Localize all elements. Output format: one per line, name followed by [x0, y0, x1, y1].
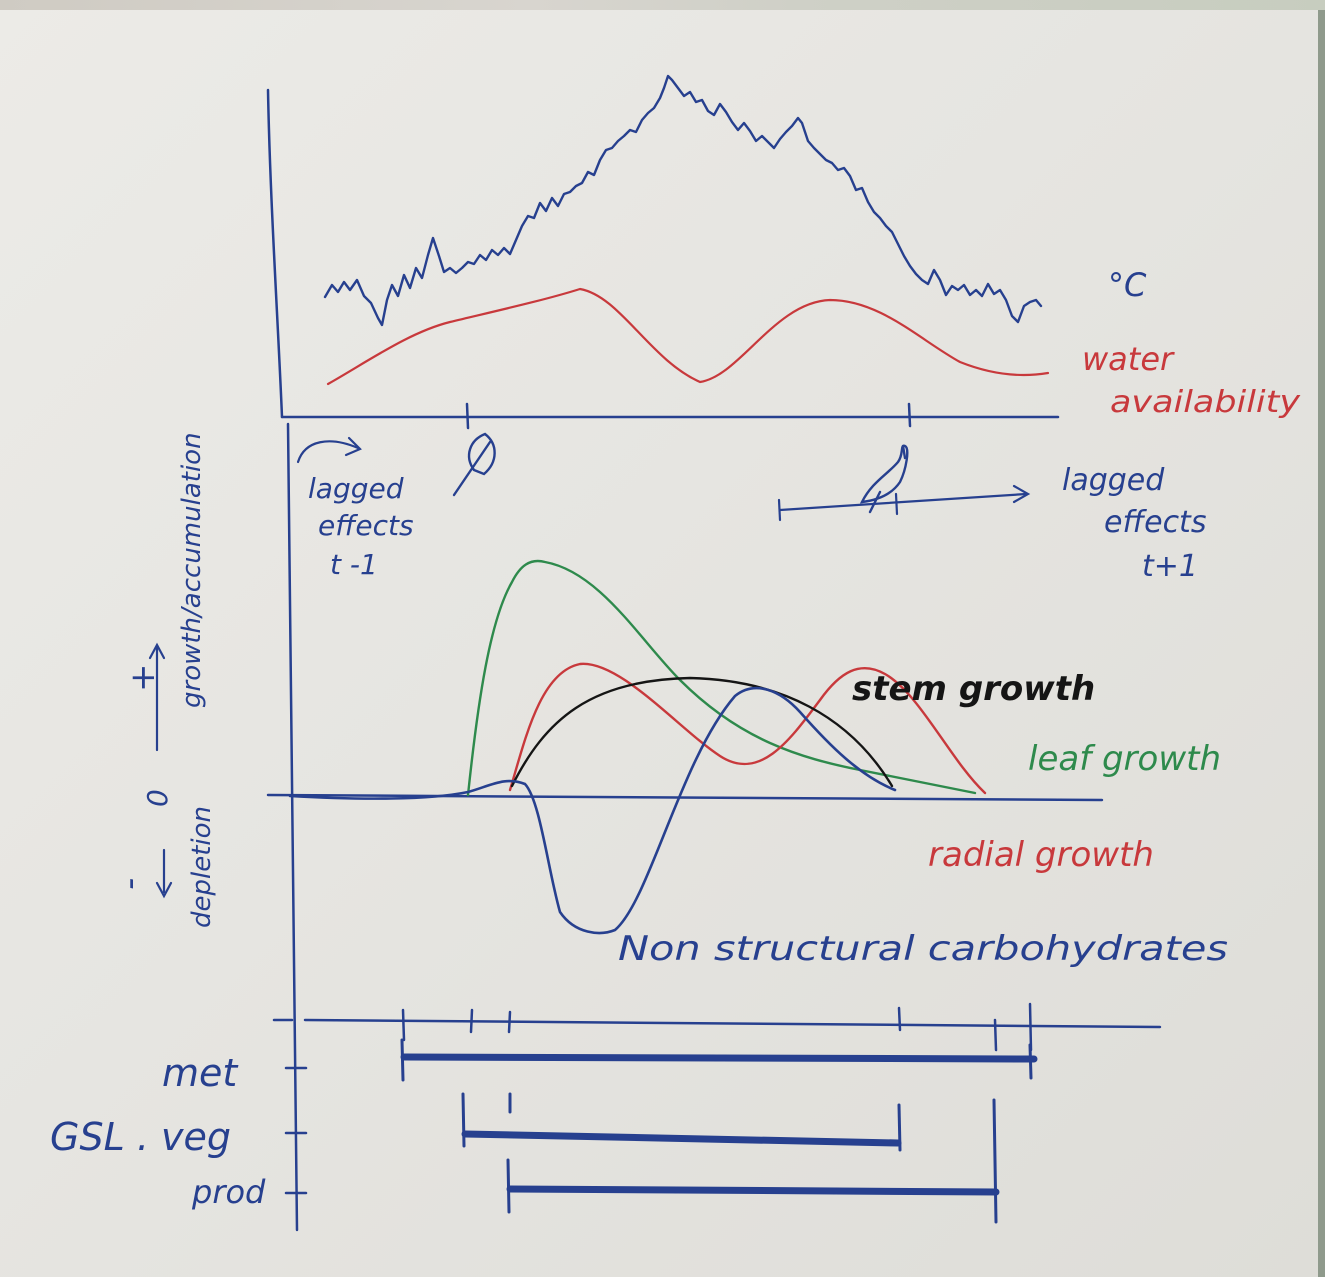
top-y-axis [266, 88, 284, 419]
met-bar-start [400, 1038, 405, 1082]
timeline-tick-4 [897, 1006, 902, 1032]
timeline-tick-5 [993, 1018, 998, 1052]
leaf-growth-label: leaf growth [1028, 739, 1221, 779]
gsl-bar [461, 1130, 902, 1147]
stem-growth-label: stem growth [852, 669, 1095, 709]
water-availability-line [326, 287, 1050, 386]
lagged-right-label-3: t+1 [1142, 549, 1198, 584]
top-tick-right [907, 402, 912, 428]
gsl-bar-end [897, 1103, 902, 1152]
bottom-y-axis [286, 422, 299, 1232]
top-tick-left [465, 402, 470, 430]
nsc-curve [288, 686, 897, 935]
lagged-right-label-1: lagged [1062, 463, 1165, 498]
lagged-left-arrow [296, 436, 362, 464]
radial-growth-curve [508, 662, 987, 795]
lagged-left-label-1: lagged [308, 472, 404, 505]
y-axis-growth-label: growth/accumulation [177, 432, 207, 708]
met-bar-end [1028, 1043, 1033, 1080]
gsl-veg-label: GSL . veg [50, 1115, 231, 1159]
prod-bar-start [506, 1158, 511, 1214]
lagged-right-arrow [777, 484, 1031, 522]
timeline-tick-3 [507, 1010, 512, 1034]
season-bars [400, 1038, 1038, 1224]
bird-icon [859, 444, 909, 514]
temperature-line [323, 74, 1043, 327]
radial-growth-label: radial growth [928, 835, 1154, 875]
lagged-left-label-2: effects [318, 509, 414, 542]
stem-growth-curve [510, 676, 894, 788]
water-label-line2: availability [1110, 385, 1301, 420]
nsc-label: Non structural carbohydrates [618, 929, 1228, 969]
met-bar [400, 1053, 1038, 1063]
zero-line [266, 793, 1104, 802]
temperature-unit-label: °C [1108, 266, 1147, 304]
timeline-tick-1 [401, 1008, 406, 1042]
prod-label: prod [191, 1173, 266, 1211]
y-axis-minus: - [110, 878, 150, 890]
lagged-left-label-3: t -1 [330, 548, 378, 581]
y-axis-plus: + [123, 664, 163, 693]
y-axis-arrows [148, 642, 173, 899]
y-axis-zero: 0 [141, 789, 174, 807]
timeline-tick-2 [469, 1008, 474, 1034]
paper-top-edge [0, 0, 1325, 10]
bottom-panel-axes [266, 422, 1162, 1232]
y-axis-depletion-label: depletion [187, 806, 217, 928]
prod-bar-end [992, 1098, 998, 1224]
top-panel-axes [266, 88, 1060, 430]
met-label: met [162, 1051, 239, 1095]
timeline-axis [303, 1018, 1162, 1029]
prod-bar [506, 1185, 1000, 1196]
timeline-tick-6 [1028, 1002, 1033, 1052]
lagged-right-label-2: effects [1104, 505, 1206, 540]
gsl-bar-start [461, 1092, 466, 1148]
water-label-line1: water [1082, 340, 1175, 378]
leaf-icon [452, 432, 496, 497]
